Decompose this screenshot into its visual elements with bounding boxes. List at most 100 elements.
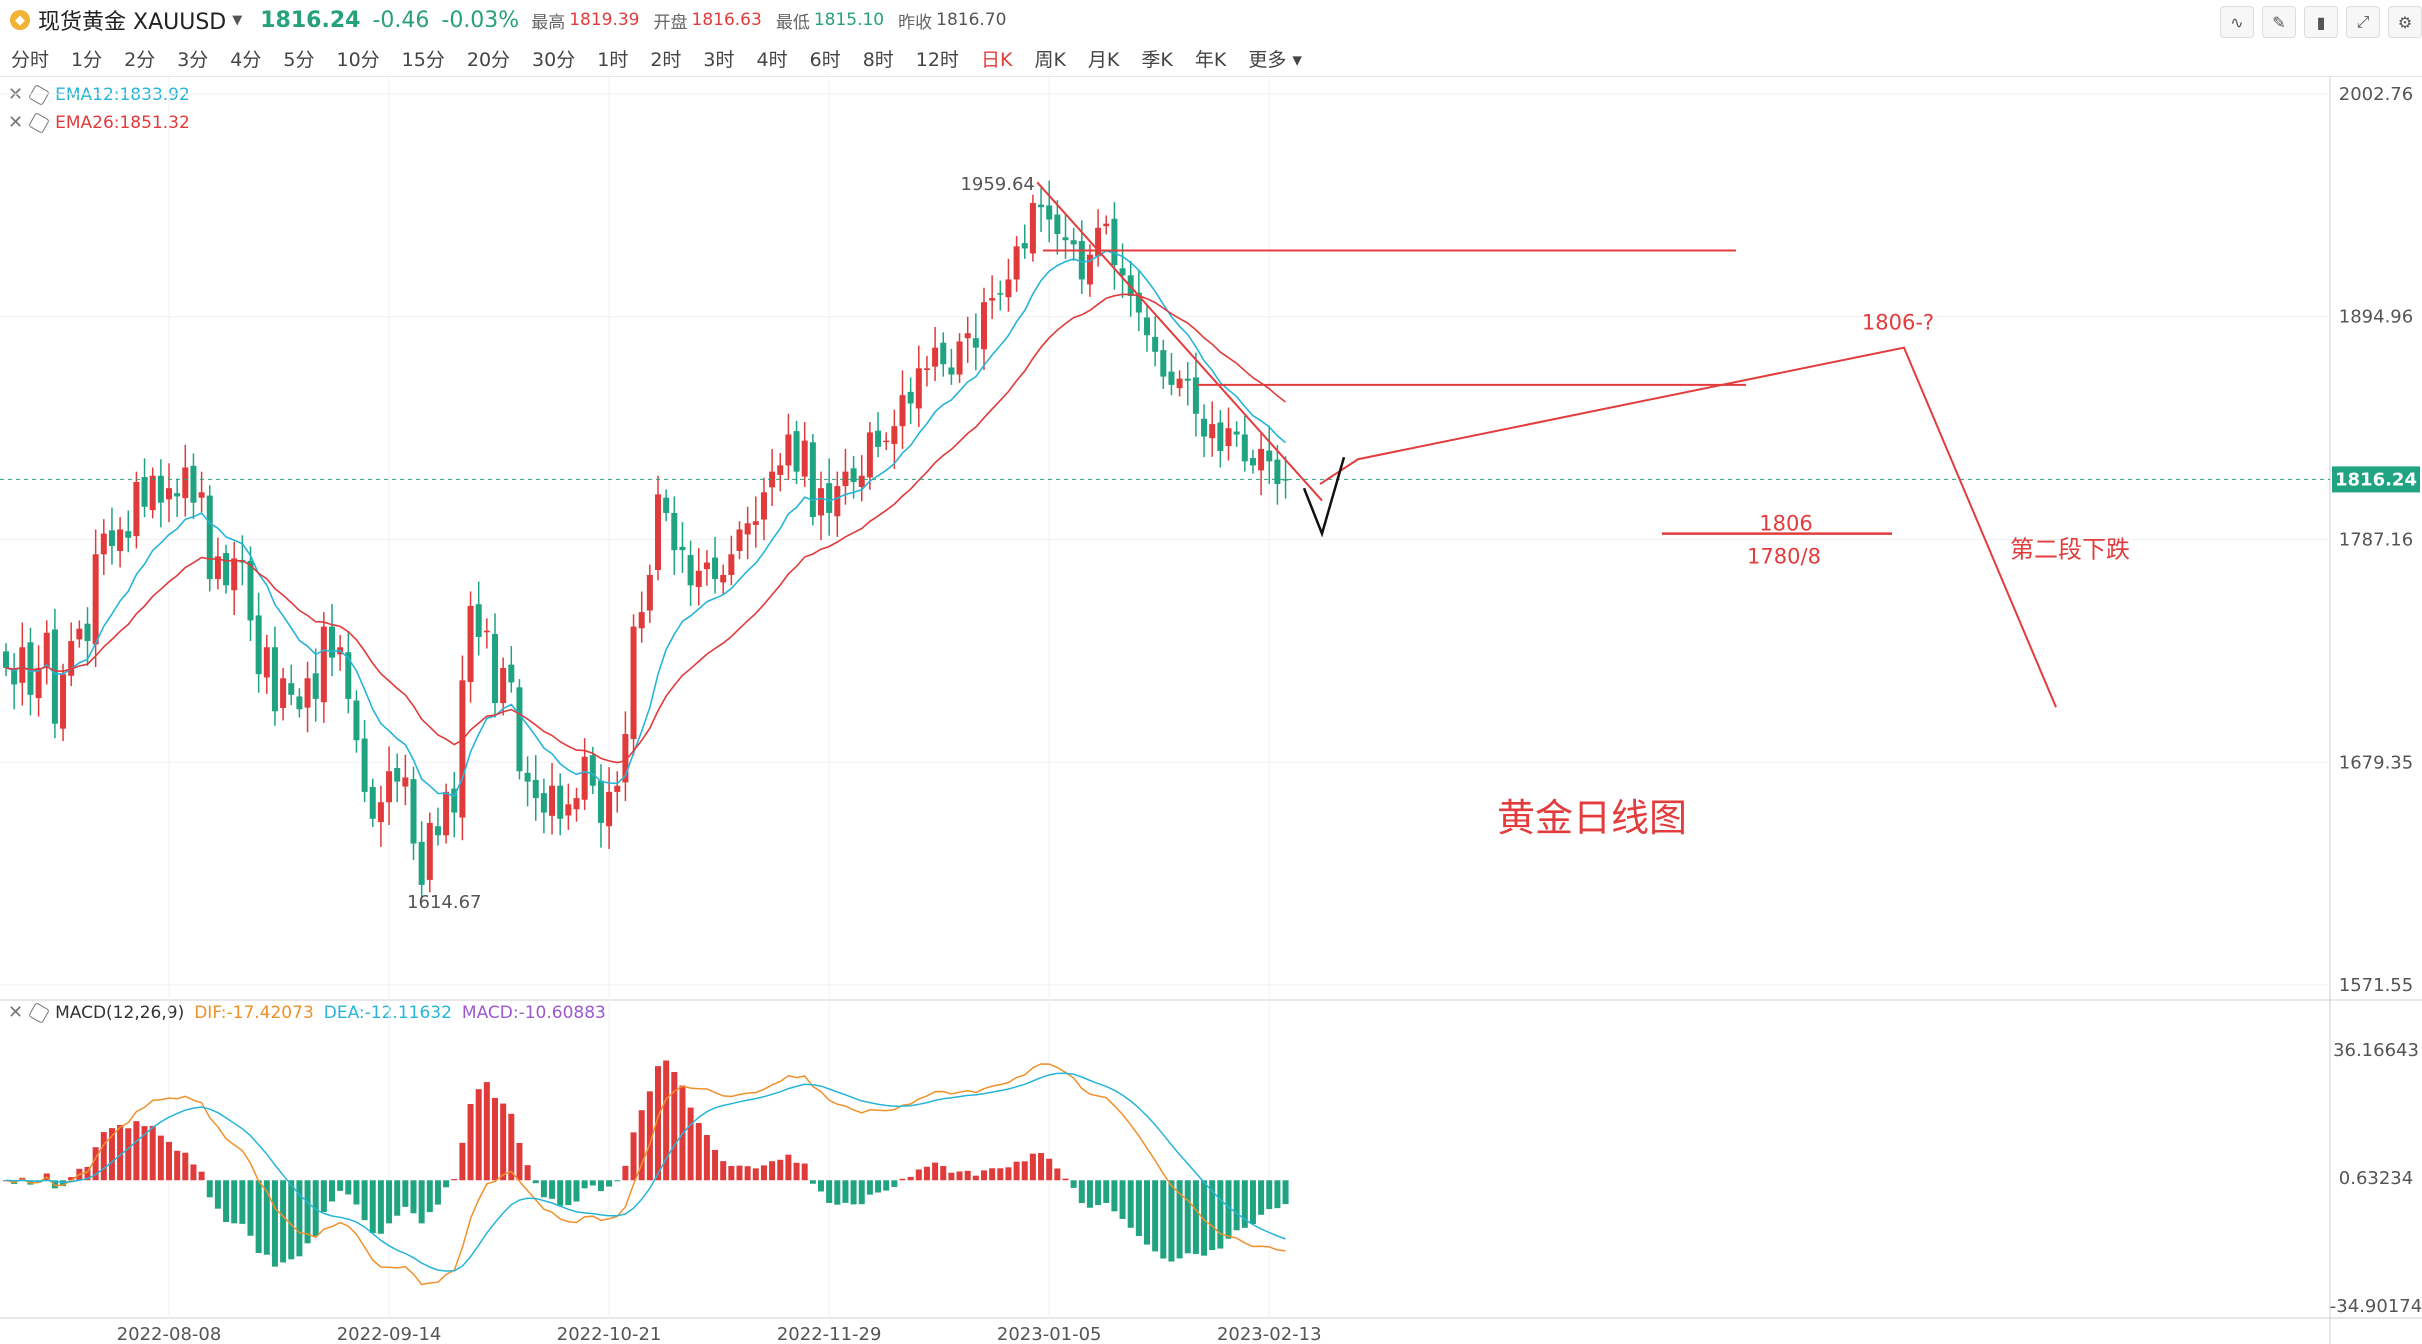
macd-histogram-bar [671, 1071, 678, 1181]
timeframe-13[interactable]: 4时 [756, 48, 788, 71]
macd-histogram-bar [1168, 1180, 1175, 1262]
timeframe-0[interactable]: 分时 [11, 48, 50, 71]
macd-histogram-bar [377, 1180, 384, 1234]
macd-histogram-bar [68, 1177, 75, 1181]
timeframe-14[interactable]: 6时 [809, 48, 841, 71]
timeframe-19[interactable]: 月K [1087, 48, 1120, 71]
macd-histogram-bar [1013, 1161, 1020, 1181]
timeframe-21[interactable]: 年K [1194, 48, 1227, 71]
ema26-legend: ✕ EMA26:1851.32 [8, 111, 190, 134]
macd-histogram-bar [1135, 1180, 1142, 1236]
macd-histogram-bar [3, 1180, 9, 1182]
settings-hex-icon[interactable] [28, 83, 51, 106]
macd-histogram-bar [549, 1180, 556, 1199]
settings-hex-icon[interactable] [28, 111, 51, 134]
timeframe-15[interactable]: 8时 [862, 48, 894, 71]
macd-histogram-bar [198, 1171, 205, 1181]
timeframe-5[interactable]: 5分 [283, 48, 315, 71]
last-price-tag-label: 1816.24 [2335, 469, 2417, 490]
timeframe-4[interactable]: 4分 [230, 48, 262, 71]
timeframe-3[interactable]: 3分 [177, 48, 209, 71]
fullscreen-icon[interactable]: ⤢ [2346, 6, 2380, 38]
high-value: 1819.39 [569, 10, 640, 30]
indicator-icon[interactable]: ∿ [2220, 6, 2254, 38]
symbol-name[interactable]: 现货黄金 XAUUSD [38, 10, 227, 35]
candle-body [940, 342, 947, 365]
candle-body [369, 786, 376, 819]
settings-icon[interactable]: ⚙ [2388, 6, 2422, 38]
candle-body [492, 634, 498, 704]
candle-body [532, 779, 539, 799]
candle-body [1266, 450, 1273, 462]
timeframe-6[interactable]: 10分 [336, 48, 380, 71]
macd-histogram-bar [483, 1082, 490, 1181]
macd-histogram-bar [255, 1180, 262, 1254]
candle-body [1005, 279, 1012, 298]
macd-histogram-bar [720, 1161, 727, 1181]
macd-histogram-bar [703, 1135, 710, 1181]
macd-histogram-bar [777, 1159, 784, 1181]
candle-body [793, 431, 800, 472]
candle-body [51, 629, 58, 724]
timeframe-7[interactable]: 15分 [401, 48, 445, 71]
macd-histogram-bar [500, 1103, 507, 1181]
candle-body [296, 696, 303, 710]
timeframe-2[interactable]: 2分 [124, 48, 156, 71]
macd-histogram-bar [60, 1180, 67, 1187]
candle-body [557, 785, 564, 819]
close-icon[interactable]: ✕ [8, 84, 24, 105]
macd-histogram-bar [695, 1123, 702, 1181]
candle-body [801, 440, 808, 477]
candle-body [1160, 350, 1167, 377]
timeframe-12[interactable]: 3时 [703, 48, 735, 71]
high-label: 1959.64 [960, 174, 1034, 195]
settings-hex-icon[interactable] [28, 1001, 51, 1024]
macd-histogram-bar [125, 1128, 132, 1181]
candle-style-icon[interactable]: ▮ [2304, 6, 2338, 38]
timeframe-8[interactable]: 20分 [466, 48, 511, 71]
macd-histogram-bar [1233, 1180, 1240, 1231]
timeframe-9[interactable]: 30分 [532, 48, 576, 71]
chart-tools: ∿ ✎ ▮ ⤢ ⚙ [2212, 6, 2422, 38]
candle-body [1241, 434, 1248, 462]
macd-legend: ✕ MACD(12,26,9) DIF:-17.42073 DEA:-12.11… [8, 1001, 606, 1024]
macd-histogram-bar [84, 1166, 91, 1181]
candle-body [1119, 268, 1126, 276]
macd-histogram-bar [622, 1165, 629, 1181]
macd-histogram-bar [280, 1180, 287, 1263]
candle-body [459, 680, 466, 818]
symbol-header: ◆ 现货黄金 XAUUSD ▼ 1816.24 -0.46 -0.03% 最高 … [0, 0, 2422, 40]
timeframe-bar: 分时 1分 2分 3分 4分 5分 10分 15分 20分 30分 1时 2时 3时 4时 6时 8时 12时日… [0, 40, 2422, 77]
close-icon[interactable]: ✕ [8, 112, 24, 133]
candle-body [818, 488, 824, 516]
timeframe-16[interactable]: 12时 [915, 48, 959, 71]
timeframe-10[interactable]: 1时 [597, 48, 629, 71]
macd-histogram-bar [386, 1180, 393, 1224]
timeframe-1[interactable]: 1分 [71, 48, 103, 71]
macd-histogram-bar [1021, 1161, 1028, 1181]
timeframe-17[interactable]: 日K [980, 48, 1013, 71]
close-icon[interactable]: ✕ [8, 1002, 24, 1023]
candle-body [1103, 223, 1110, 227]
timeframe-22[interactable]: 更多 ▾ [1248, 48, 1302, 71]
macd-histogram-bar [793, 1162, 800, 1181]
macd-name: MACD(12,26,9) [55, 1002, 185, 1023]
macd-histogram-bar [410, 1180, 417, 1214]
candle-body [263, 647, 270, 678]
macd-histogram-bar [117, 1124, 124, 1181]
candle-body [1046, 205, 1053, 220]
candle-body [760, 492, 767, 520]
chevron-down-icon[interactable]: ▼ [232, 12, 243, 28]
macd-histogram-bar [1046, 1158, 1053, 1181]
macd-histogram-bar [597, 1180, 604, 1192]
draw-tool-icon[interactable]: ✎ [2262, 6, 2296, 38]
prev-close-value: 1816.70 [936, 10, 1007, 30]
candle-body [899, 395, 906, 427]
macd-histogram-bar [402, 1180, 409, 1207]
candle-body [231, 558, 238, 591]
timeframe-11[interactable]: 2时 [650, 48, 682, 71]
timeframe-20[interactable]: 季K [1141, 48, 1173, 71]
timeframe-18[interactable]: 周K [1034, 48, 1066, 71]
candle-body [565, 804, 572, 816]
macd-histogram-bar [157, 1135, 164, 1181]
